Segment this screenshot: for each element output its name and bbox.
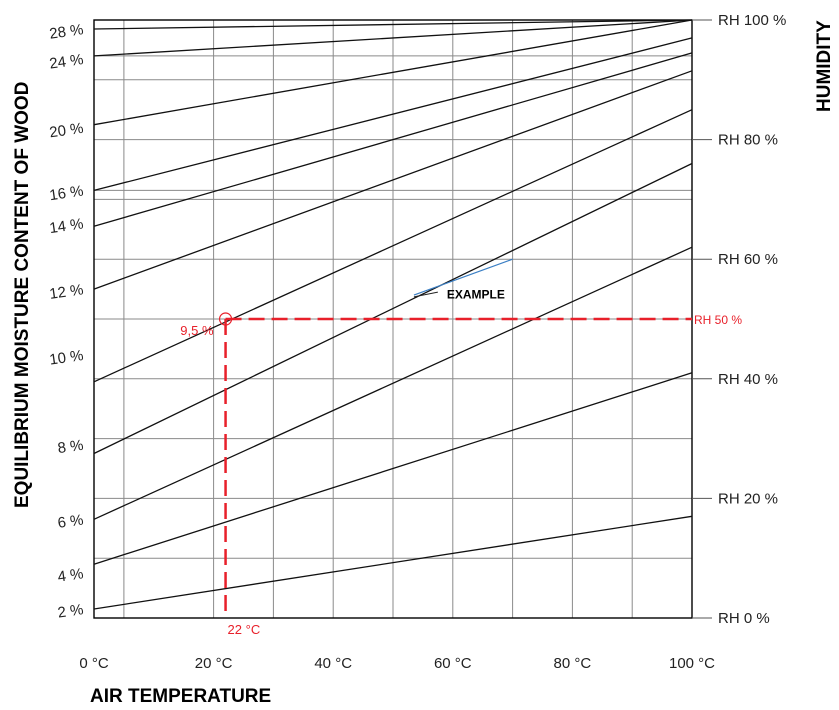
example-pointer-tip bbox=[413, 291, 438, 298]
moisture-curve bbox=[93, 19, 693, 126]
y-tick-label: 20 % bbox=[48, 120, 84, 142]
x-tick-label: 80 °C bbox=[554, 655, 592, 672]
x-tick-label: 0 °C bbox=[79, 655, 109, 672]
y-tick-label: 10 % bbox=[48, 347, 84, 369]
rh-tick-label: RH 80 % bbox=[718, 132, 778, 149]
example-point bbox=[218, 312, 233, 326]
y-tick-label: 24 % bbox=[48, 51, 84, 73]
moisture-curve bbox=[93, 19, 693, 30]
moisture-curve bbox=[93, 19, 693, 57]
example-moisture-label: 9,5 % bbox=[180, 323, 214, 338]
x-tick-label: 60 °C bbox=[434, 655, 472, 672]
x-axis-title: AIR TEMPERATURE bbox=[90, 686, 271, 707]
right-axis-title: HUMIDITY bbox=[814, 20, 835, 112]
moisture-curve bbox=[93, 372, 693, 565]
example-temperature-label: 22 °C bbox=[228, 622, 261, 637]
moisture-curve bbox=[93, 37, 693, 192]
moisture-curve bbox=[93, 515, 693, 610]
y-tick-labels: 2 % 4 % 6 % 8 % 10 % 12 % 14 % 16 % 20 % 24 % 28 % bbox=[48, 21, 84, 621]
y-tick-label: 16 % bbox=[48, 183, 84, 205]
curves bbox=[93, 19, 693, 610]
y-tick-label: 2 % bbox=[57, 601, 85, 621]
x-tick-label: 20 °C bbox=[195, 655, 233, 672]
y-tick-label: 14 % bbox=[48, 215, 84, 237]
example-label: EXAMPLE bbox=[447, 288, 505, 302]
y-tick-label: 4 % bbox=[57, 565, 85, 585]
y-tick-label: 8 % bbox=[57, 437, 85, 457]
x-tick-label: 100 °C bbox=[669, 655, 715, 672]
y-tick-label: 6 % bbox=[57, 511, 85, 531]
example-rh-label: RH 50 % bbox=[694, 313, 742, 327]
y-tick-label: 28 % bbox=[48, 21, 84, 43]
rh-tick-label: RH 60 % bbox=[718, 251, 778, 268]
y-axis-title: EQUILIBRIUM MOISTURE CONTENT OF WOOD bbox=[12, 82, 33, 508]
y-tick-label: 12 % bbox=[48, 281, 84, 303]
moisture-curve bbox=[93, 246, 693, 520]
moisture-curve bbox=[93, 162, 693, 455]
moisture-curve bbox=[93, 70, 693, 290]
x-tick-labels: 0 °C 20 °C 40 °C 60 °C 80 °C 100 °C bbox=[79, 655, 715, 672]
example-annotation: 9,5 % 22 °C RH 50 % EXAMPLE bbox=[180, 258, 742, 637]
moisture-curve bbox=[93, 52, 693, 227]
moisture-curve bbox=[93, 109, 693, 383]
x-tick-label: 40 °C bbox=[314, 655, 352, 672]
rh-tick-labels: RH 0 % RH 20 % RH 40 % RH 60 % RH 80 % RH 100… bbox=[692, 12, 786, 627]
example-pointer-line bbox=[413, 258, 513, 296]
rh-tick-label: RH 40 % bbox=[718, 371, 778, 388]
rh-tick-label: RH 0 % bbox=[718, 610, 770, 627]
rh-tick-label: RH 20 % bbox=[718, 490, 778, 507]
rh-tick-label: RH 100 % bbox=[718, 12, 786, 29]
